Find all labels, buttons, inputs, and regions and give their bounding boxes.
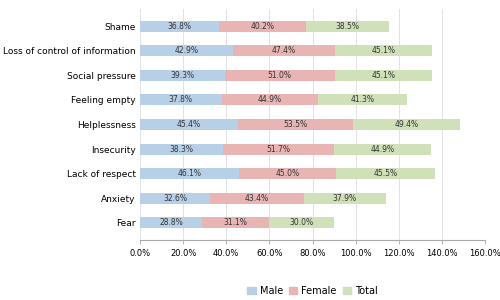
Text: 38.3%: 38.3% xyxy=(170,145,194,154)
Bar xyxy=(140,94,222,106)
Bar xyxy=(336,168,434,179)
Bar xyxy=(140,119,238,130)
Text: 36.8%: 36.8% xyxy=(168,22,192,31)
Text: 37.9%: 37.9% xyxy=(332,194,357,203)
Text: 38.5%: 38.5% xyxy=(336,22,359,31)
Text: 45.1%: 45.1% xyxy=(372,46,396,55)
Text: 45.1%: 45.1% xyxy=(372,71,396,80)
Bar xyxy=(354,119,460,130)
Text: 39.3%: 39.3% xyxy=(170,71,194,80)
Bar xyxy=(222,143,334,155)
Text: 47.4%: 47.4% xyxy=(272,46,295,55)
Bar xyxy=(220,21,306,32)
Text: 41.3%: 41.3% xyxy=(351,95,375,104)
Bar xyxy=(140,193,210,204)
Legend: Male, Female, Total: Male, Female, Total xyxy=(243,282,382,300)
Bar xyxy=(140,217,202,228)
Text: 43.4%: 43.4% xyxy=(245,194,269,203)
Text: 44.9%: 44.9% xyxy=(370,145,394,154)
Text: 51.7%: 51.7% xyxy=(266,145,290,154)
Text: 40.2%: 40.2% xyxy=(250,22,274,31)
Text: 42.9%: 42.9% xyxy=(174,46,199,55)
Bar xyxy=(304,193,386,204)
Text: 45.5%: 45.5% xyxy=(374,169,398,178)
Bar xyxy=(334,45,432,56)
Bar xyxy=(140,143,222,155)
Bar xyxy=(232,45,334,56)
Text: 44.9%: 44.9% xyxy=(258,95,282,104)
Bar xyxy=(140,70,224,81)
Bar xyxy=(318,94,408,106)
Text: 28.8%: 28.8% xyxy=(159,218,183,227)
Bar xyxy=(334,143,431,155)
Text: 45.4%: 45.4% xyxy=(177,120,201,129)
Bar xyxy=(306,21,389,32)
Bar xyxy=(269,217,334,228)
Text: 53.5%: 53.5% xyxy=(284,120,308,129)
Bar xyxy=(334,70,432,81)
Text: 51.0%: 51.0% xyxy=(268,71,291,80)
Text: 37.8%: 37.8% xyxy=(169,95,193,104)
Bar xyxy=(140,21,220,32)
Bar xyxy=(210,193,304,204)
Bar xyxy=(202,217,269,228)
Text: 32.6%: 32.6% xyxy=(163,194,187,203)
Text: 31.1%: 31.1% xyxy=(224,218,248,227)
Text: 49.4%: 49.4% xyxy=(394,120,418,129)
Text: 46.1%: 46.1% xyxy=(178,169,202,178)
Bar xyxy=(222,94,318,106)
Text: 45.0%: 45.0% xyxy=(276,169,300,178)
Text: 30.0%: 30.0% xyxy=(290,218,314,227)
Bar xyxy=(224,70,334,81)
Bar xyxy=(140,168,239,179)
Bar xyxy=(140,45,232,56)
Bar xyxy=(240,168,336,179)
Bar xyxy=(238,119,354,130)
